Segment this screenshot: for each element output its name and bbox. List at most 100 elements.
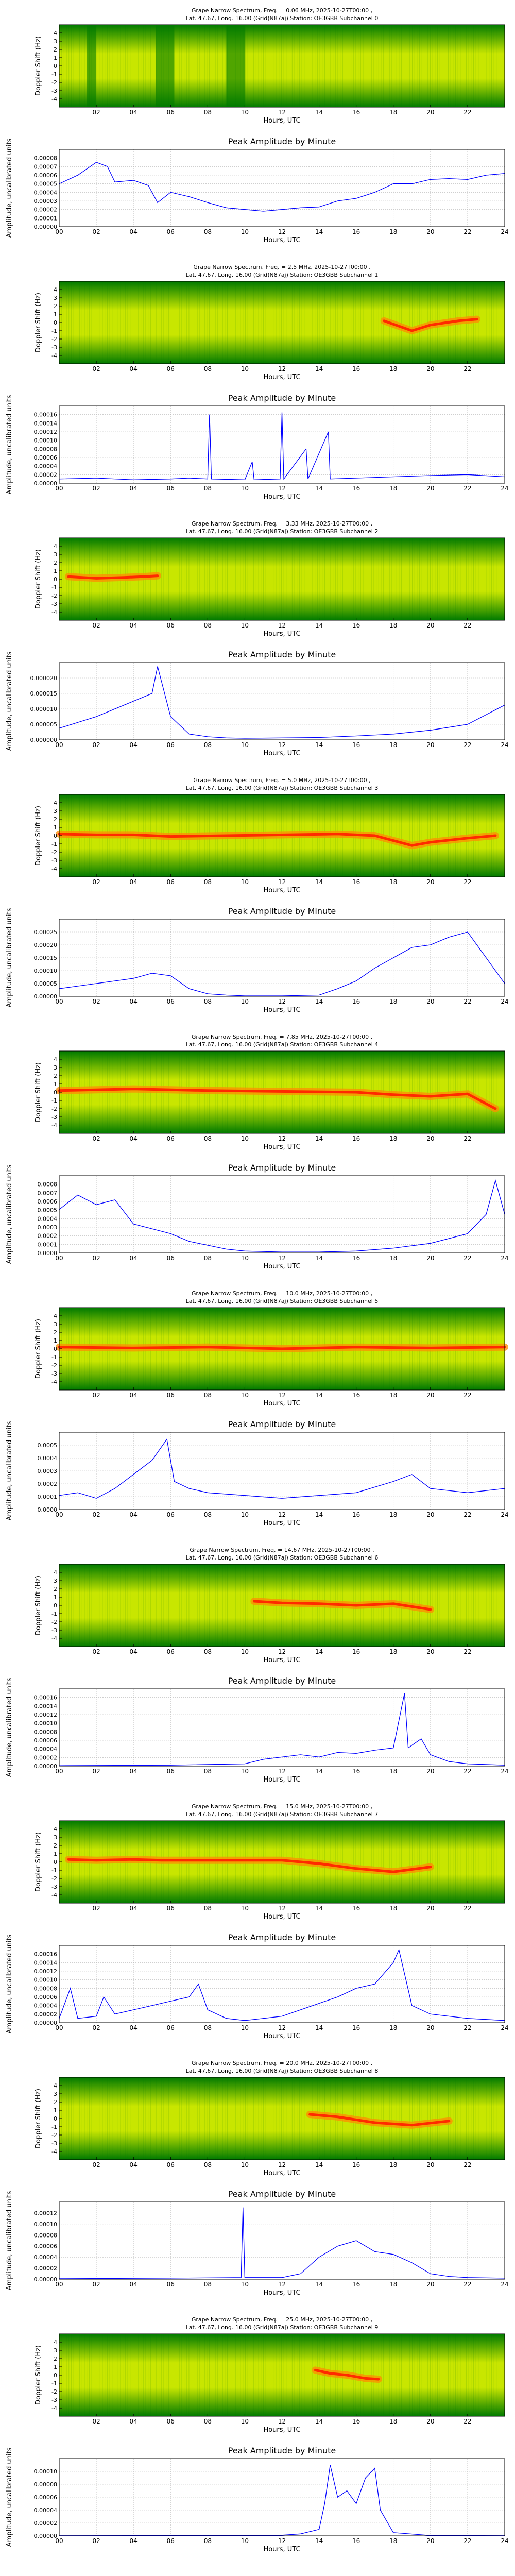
y-tick-label: 3 [54,38,57,45]
x-tick-label: 22 [464,1648,471,1655]
x-tick-label: 18 [389,485,397,492]
y-tick-label: 0.00020 [34,942,58,948]
y-tick-label: 3 [54,2091,57,2097]
y-tick-label: 0.00016 [34,412,58,418]
y-tick-label: -1 [52,71,57,78]
x-tick-label: 06 [167,1392,175,1399]
x-tick-label: 00 [55,2024,63,2031]
x-tick-label: 22 [464,365,471,372]
spectrogram-title: Grape Narrow Spectrum, Freq. = 2.5 MHz, … [193,264,370,270]
y-tick-label: -3 [52,1114,57,1121]
series-line [59,1948,505,2021]
spectrogram-signal-trace [67,574,159,580]
x-tick-label: 22 [464,2537,471,2545]
y-axis-label: Doppler Shift (Hz) [35,36,42,96]
spectrogram-title: Grape Narrow Spectrum, Freq. = 15.0 MHz,… [192,1803,372,1810]
y-tick-label: 0.00008 [34,2232,58,2239]
series-line [59,412,505,480]
x-tick-label: 08 [204,1255,212,1262]
y-tick-label: 2 [54,1329,57,1336]
spectrogram-subtitle: Lat. 47.67, Long. 16.00 (Grid)N87aj) Sta… [186,528,379,535]
x-tick-label: 14 [315,365,323,372]
x-tick-label: 02 [92,109,100,116]
x-tick-label: 10 [241,622,249,629]
x-axis-label: Hours, UTC [263,1776,300,1784]
x-tick-label: 08 [204,1648,212,1655]
x-tick-label: 08 [204,1392,212,1399]
x-tick-label: 02 [92,2281,100,2288]
x-tick-label: 14 [315,228,323,235]
x-tick-label: 10 [241,1255,249,1262]
y-tick-label: 0.00000 [34,224,58,230]
y-tick-label: -2 [52,1619,57,1625]
y-tick-label: -4 [52,1122,57,1129]
y-tick-label: -2 [52,336,57,343]
x-tick-label: 12 [278,2418,286,2425]
x-axis-label: Hours, UTC [263,1519,300,1527]
spectrogram-signal-trace [252,1600,432,1611]
y-tick-label: -1 [52,1867,57,1874]
x-tick-label: 22 [464,1255,471,1262]
y-tick-label: 0.00014 [34,1703,58,1709]
y-tick-label: 0.0000 [38,1250,58,1257]
y-tick-label: 0.00015 [34,955,58,961]
x-tick-label: 10 [241,485,249,492]
x-tick-label: 06 [167,1648,175,1655]
y-tick-label: 4 [54,543,57,550]
y-axis-label: Amplitude, uncalibrated units [6,2191,13,2290]
x-tick-label: 10 [241,1511,249,1518]
y-tick-label: 0.00006 [34,1994,58,2001]
y-tick-label: -2 [52,2388,57,2395]
y-axis-label: Amplitude, uncalibrated units [6,908,13,1007]
x-tick-label: 02 [92,1511,100,1518]
y-tick-label: 0.00000 [34,2533,58,2539]
series-line [59,1693,505,1766]
x-tick-label: 12 [278,2024,286,2031]
y-axis-label: Doppler Shift (Hz) [35,1319,42,1379]
amplitude-title: Peak Amplitude by Minute [228,1163,336,1173]
y-tick-label: 0.00010 [34,968,58,974]
x-axis-label: Hours, UTC [263,374,300,381]
y-tick-label: -4 [52,2405,57,2412]
y-tick-label: 0.00004 [34,1746,58,1753]
spectrogram-panel-1: Grape Narrow Spectrum, Freq. = 2.5 MHz, … [35,264,505,381]
y-tick-label: -2 [52,1875,57,1882]
x-tick-label: 04 [130,878,138,886]
x-tick-label: 04 [130,1768,138,1775]
y-tick-label: 0 [54,1859,57,1866]
x-tick-label: 24 [501,1768,508,1775]
y-tick-label: -1 [52,2124,57,2130]
y-tick-label: 0.00002 [34,1754,58,1761]
x-tick-label: 06 [167,622,175,629]
y-axis-label: Doppler Shift (Hz) [35,293,42,352]
y-axis-label: Amplitude, uncalibrated units [6,651,13,751]
y-tick-label: -3 [52,2140,57,2147]
y-tick-label: 0.00002 [34,2265,58,2272]
y-tick-label: 0 [54,63,57,70]
x-tick-label: 18 [389,365,397,372]
x-tick-label: 14 [315,2281,323,2288]
x-tick-label: 08 [204,878,212,886]
spectrogram-subtitle: Lat. 47.67, Long. 16.00 (Grid)N87aj) Sta… [186,1554,379,1561]
x-tick-label: 06 [167,1255,175,1262]
y-tick-label: 0.00016 [34,1951,58,1958]
spectrogram-title: Grape Narrow Spectrum, Freq. = 25.0 MHz,… [192,2316,372,2323]
y-tick-label: -4 [52,96,57,103]
x-tick-label: 20 [426,365,434,372]
amplitude-frame [59,2201,505,2280]
x-tick-label: 14 [315,1768,323,1775]
x-tick-label: 02 [92,2537,100,2545]
amplitude-panel-5: Peak Amplitude by Minute 0.0000 0.0001 0.00… [6,1419,509,1527]
y-tick-label: 0.00002 [34,471,58,478]
y-tick-label: -2 [52,1362,57,1369]
y-tick-label: 0 [54,319,57,326]
x-tick-label: 14 [315,741,323,749]
amplitude-frame [59,919,505,997]
x-tick-label: 04 [130,622,138,629]
y-tick-label: 2 [54,560,57,566]
x-tick-label: 04 [130,2537,138,2545]
x-tick-label: 10 [241,365,249,372]
y-tick-label: -4 [52,1379,57,1385]
y-tick-label: 0.00000 [34,480,58,487]
